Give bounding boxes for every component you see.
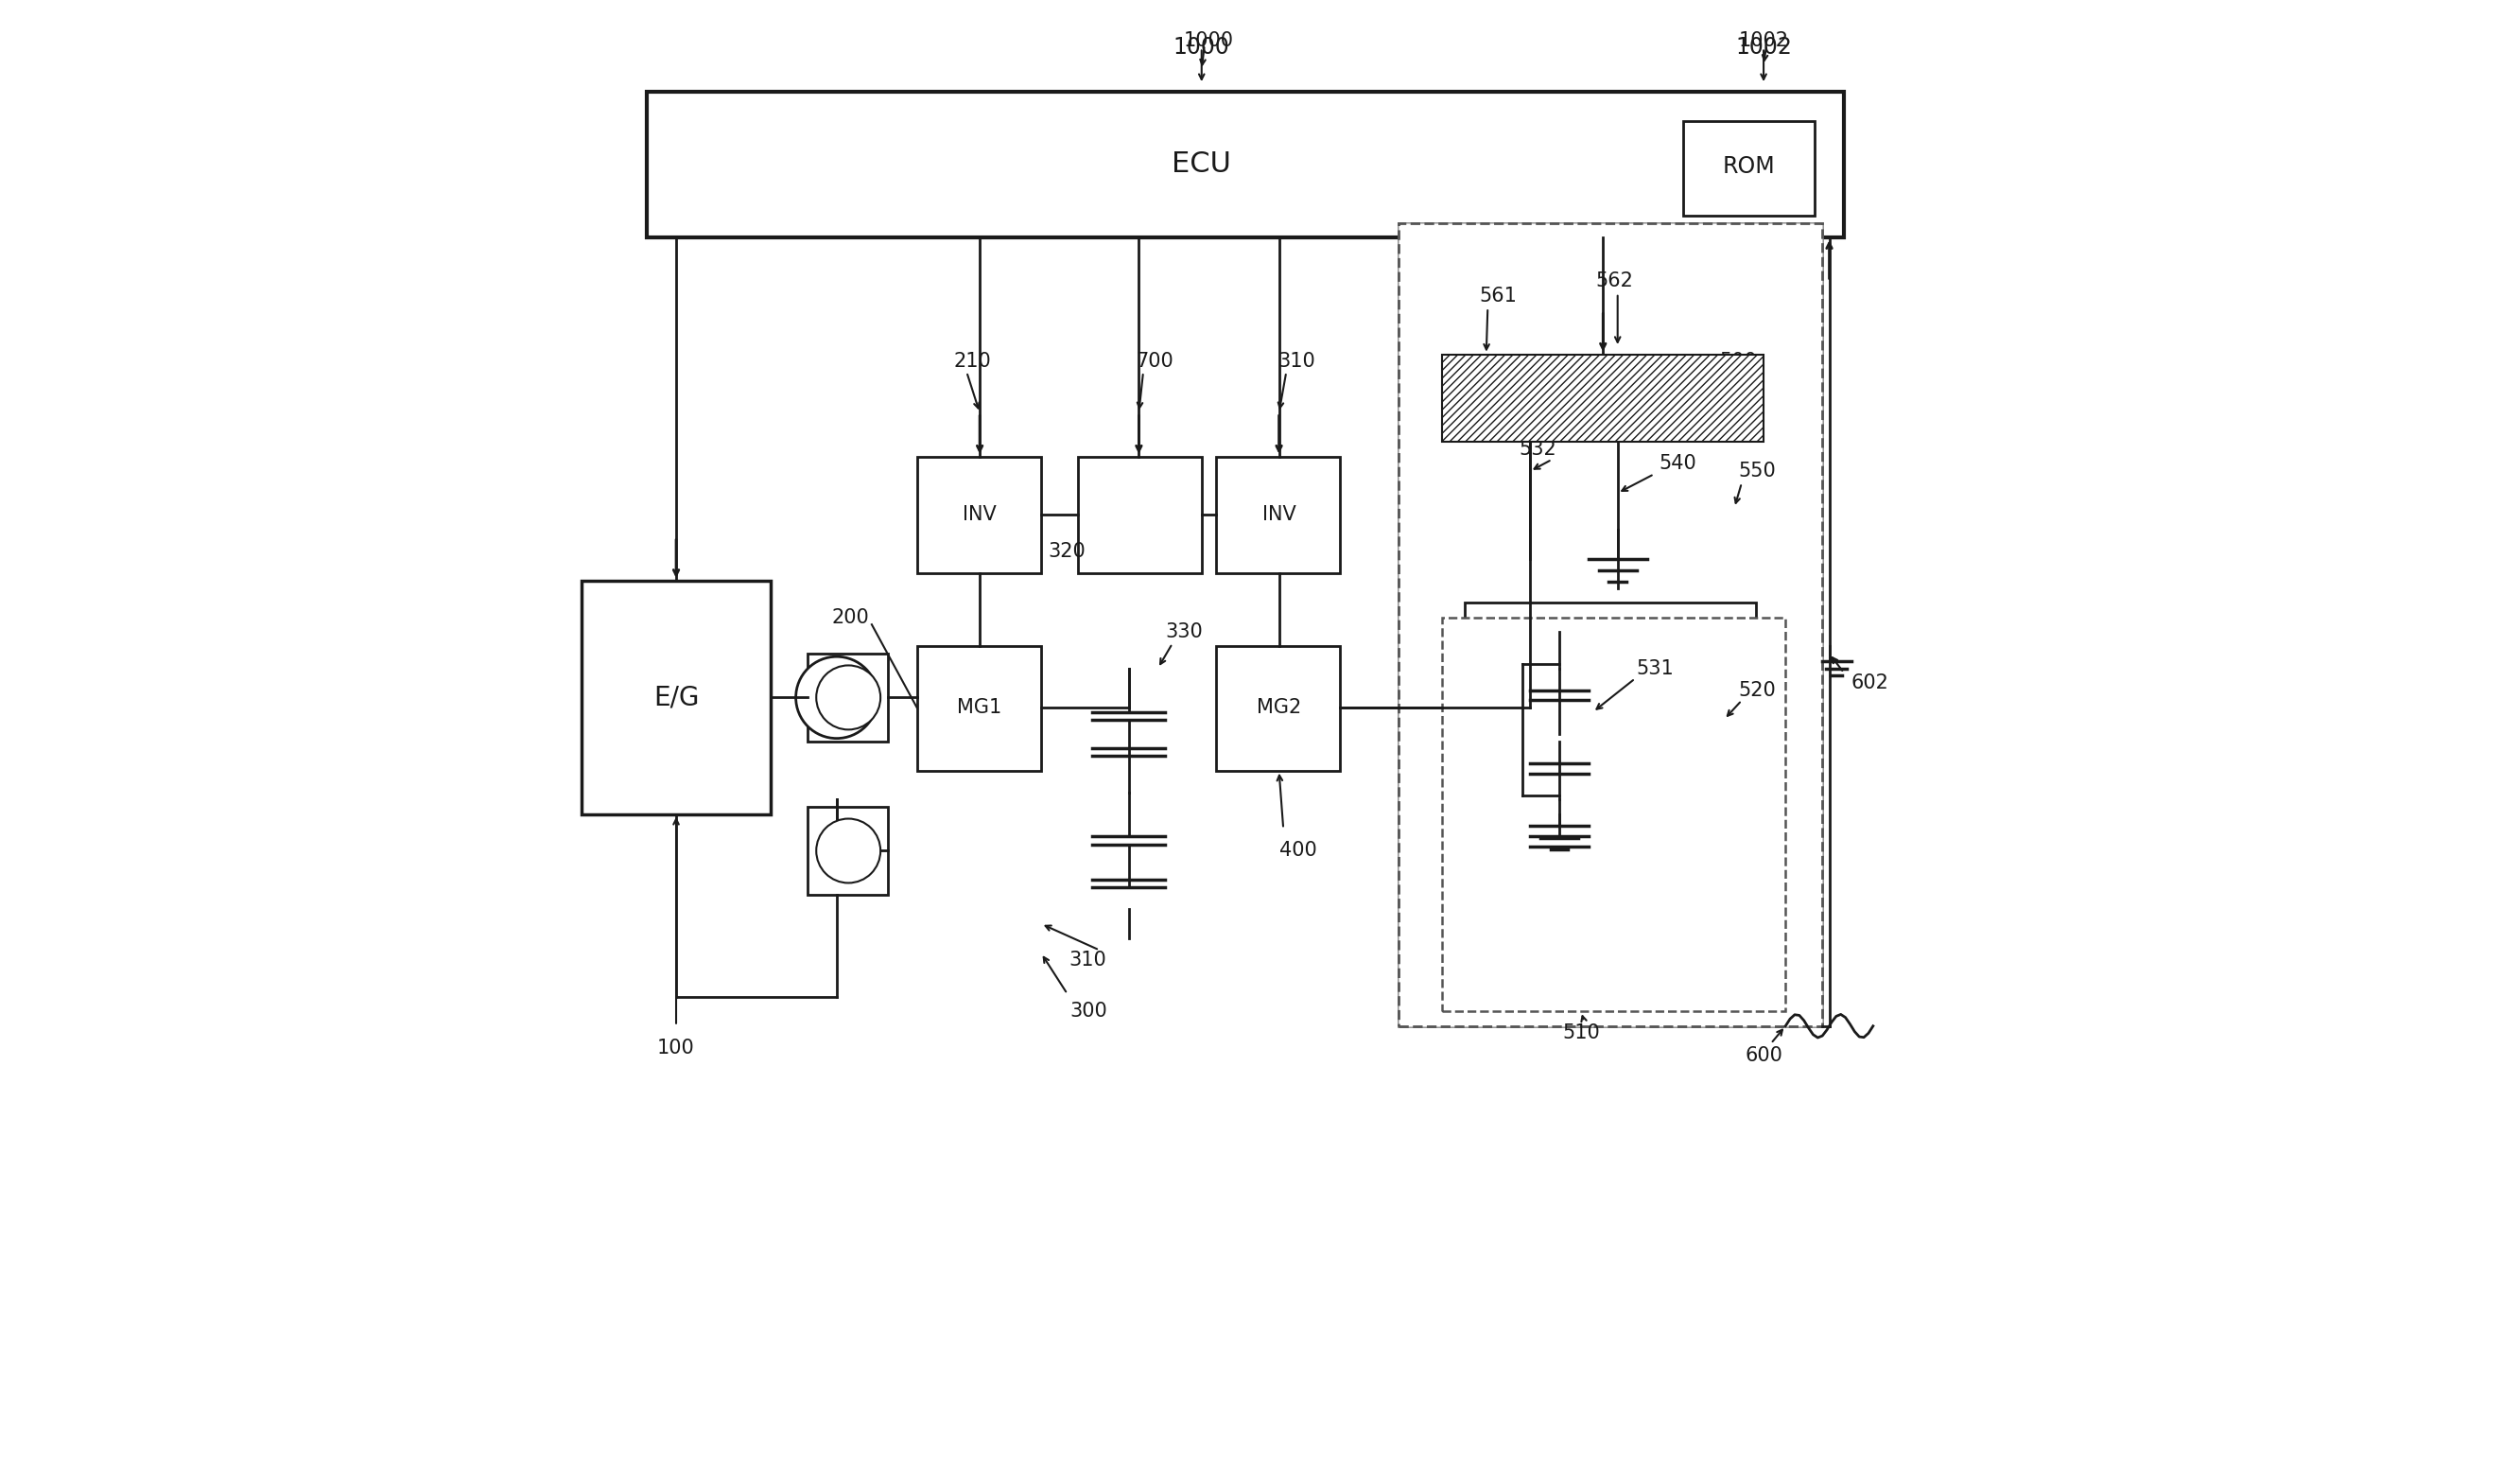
Bar (1079, 457, 1202, 574)
Text: 100: 100 (658, 1038, 696, 1057)
Text: 510: 510 (1562, 1023, 1600, 1042)
Circle shape (816, 665, 879, 730)
Text: ROM: ROM (1724, 154, 1774, 178)
Text: 200: 200 (832, 608, 869, 627)
Text: 700: 700 (1137, 352, 1174, 371)
Bar (917, 646, 1041, 771)
Text: 602: 602 (1852, 674, 1890, 693)
Text: 550: 550 (1739, 462, 1777, 480)
Text: INV: INV (1263, 505, 1295, 524)
Text: 1002: 1002 (1736, 37, 1792, 59)
Bar (1683, 120, 1814, 216)
Text: E/G: E/G (653, 684, 698, 711)
Text: MG2: MG2 (1257, 699, 1300, 718)
Text: 320: 320 (1048, 542, 1086, 561)
Text: 1000: 1000 (1184, 31, 1235, 50)
Text: ECU: ECU (1172, 151, 1232, 178)
Text: 1002: 1002 (1739, 31, 1789, 50)
Bar (1441, 354, 1764, 442)
Text: 300: 300 (1071, 1003, 1109, 1020)
Text: 600: 600 (1744, 1045, 1782, 1064)
Bar (806, 653, 887, 741)
Text: 310: 310 (1278, 352, 1315, 371)
Circle shape (816, 819, 879, 882)
Text: 562: 562 (1595, 272, 1633, 291)
Text: 330: 330 (1164, 622, 1202, 642)
Text: 520: 520 (1739, 681, 1777, 700)
Text: 561: 561 (1479, 286, 1517, 305)
Text: MG1: MG1 (958, 699, 1003, 718)
Bar (1217, 457, 1341, 574)
Bar (1464, 602, 1756, 923)
Text: 1000: 1000 (1174, 37, 1230, 59)
Bar (648, 91, 1845, 238)
Bar (1441, 617, 1787, 1011)
Bar (1399, 223, 1822, 1026)
Bar (1217, 646, 1341, 771)
Text: 210: 210 (953, 352, 990, 371)
Text: 532: 532 (1520, 440, 1557, 458)
Text: 500: 500 (1719, 352, 1756, 371)
Bar (1399, 223, 1822, 1026)
Text: INV: INV (963, 505, 995, 524)
Circle shape (796, 656, 877, 738)
Text: 310: 310 (1068, 951, 1106, 970)
Text: 540: 540 (1658, 455, 1696, 473)
Bar (806, 807, 887, 894)
Bar (582, 581, 771, 815)
Text: 531: 531 (1635, 659, 1673, 678)
Bar (917, 457, 1041, 574)
Text: 400: 400 (1280, 841, 1315, 860)
